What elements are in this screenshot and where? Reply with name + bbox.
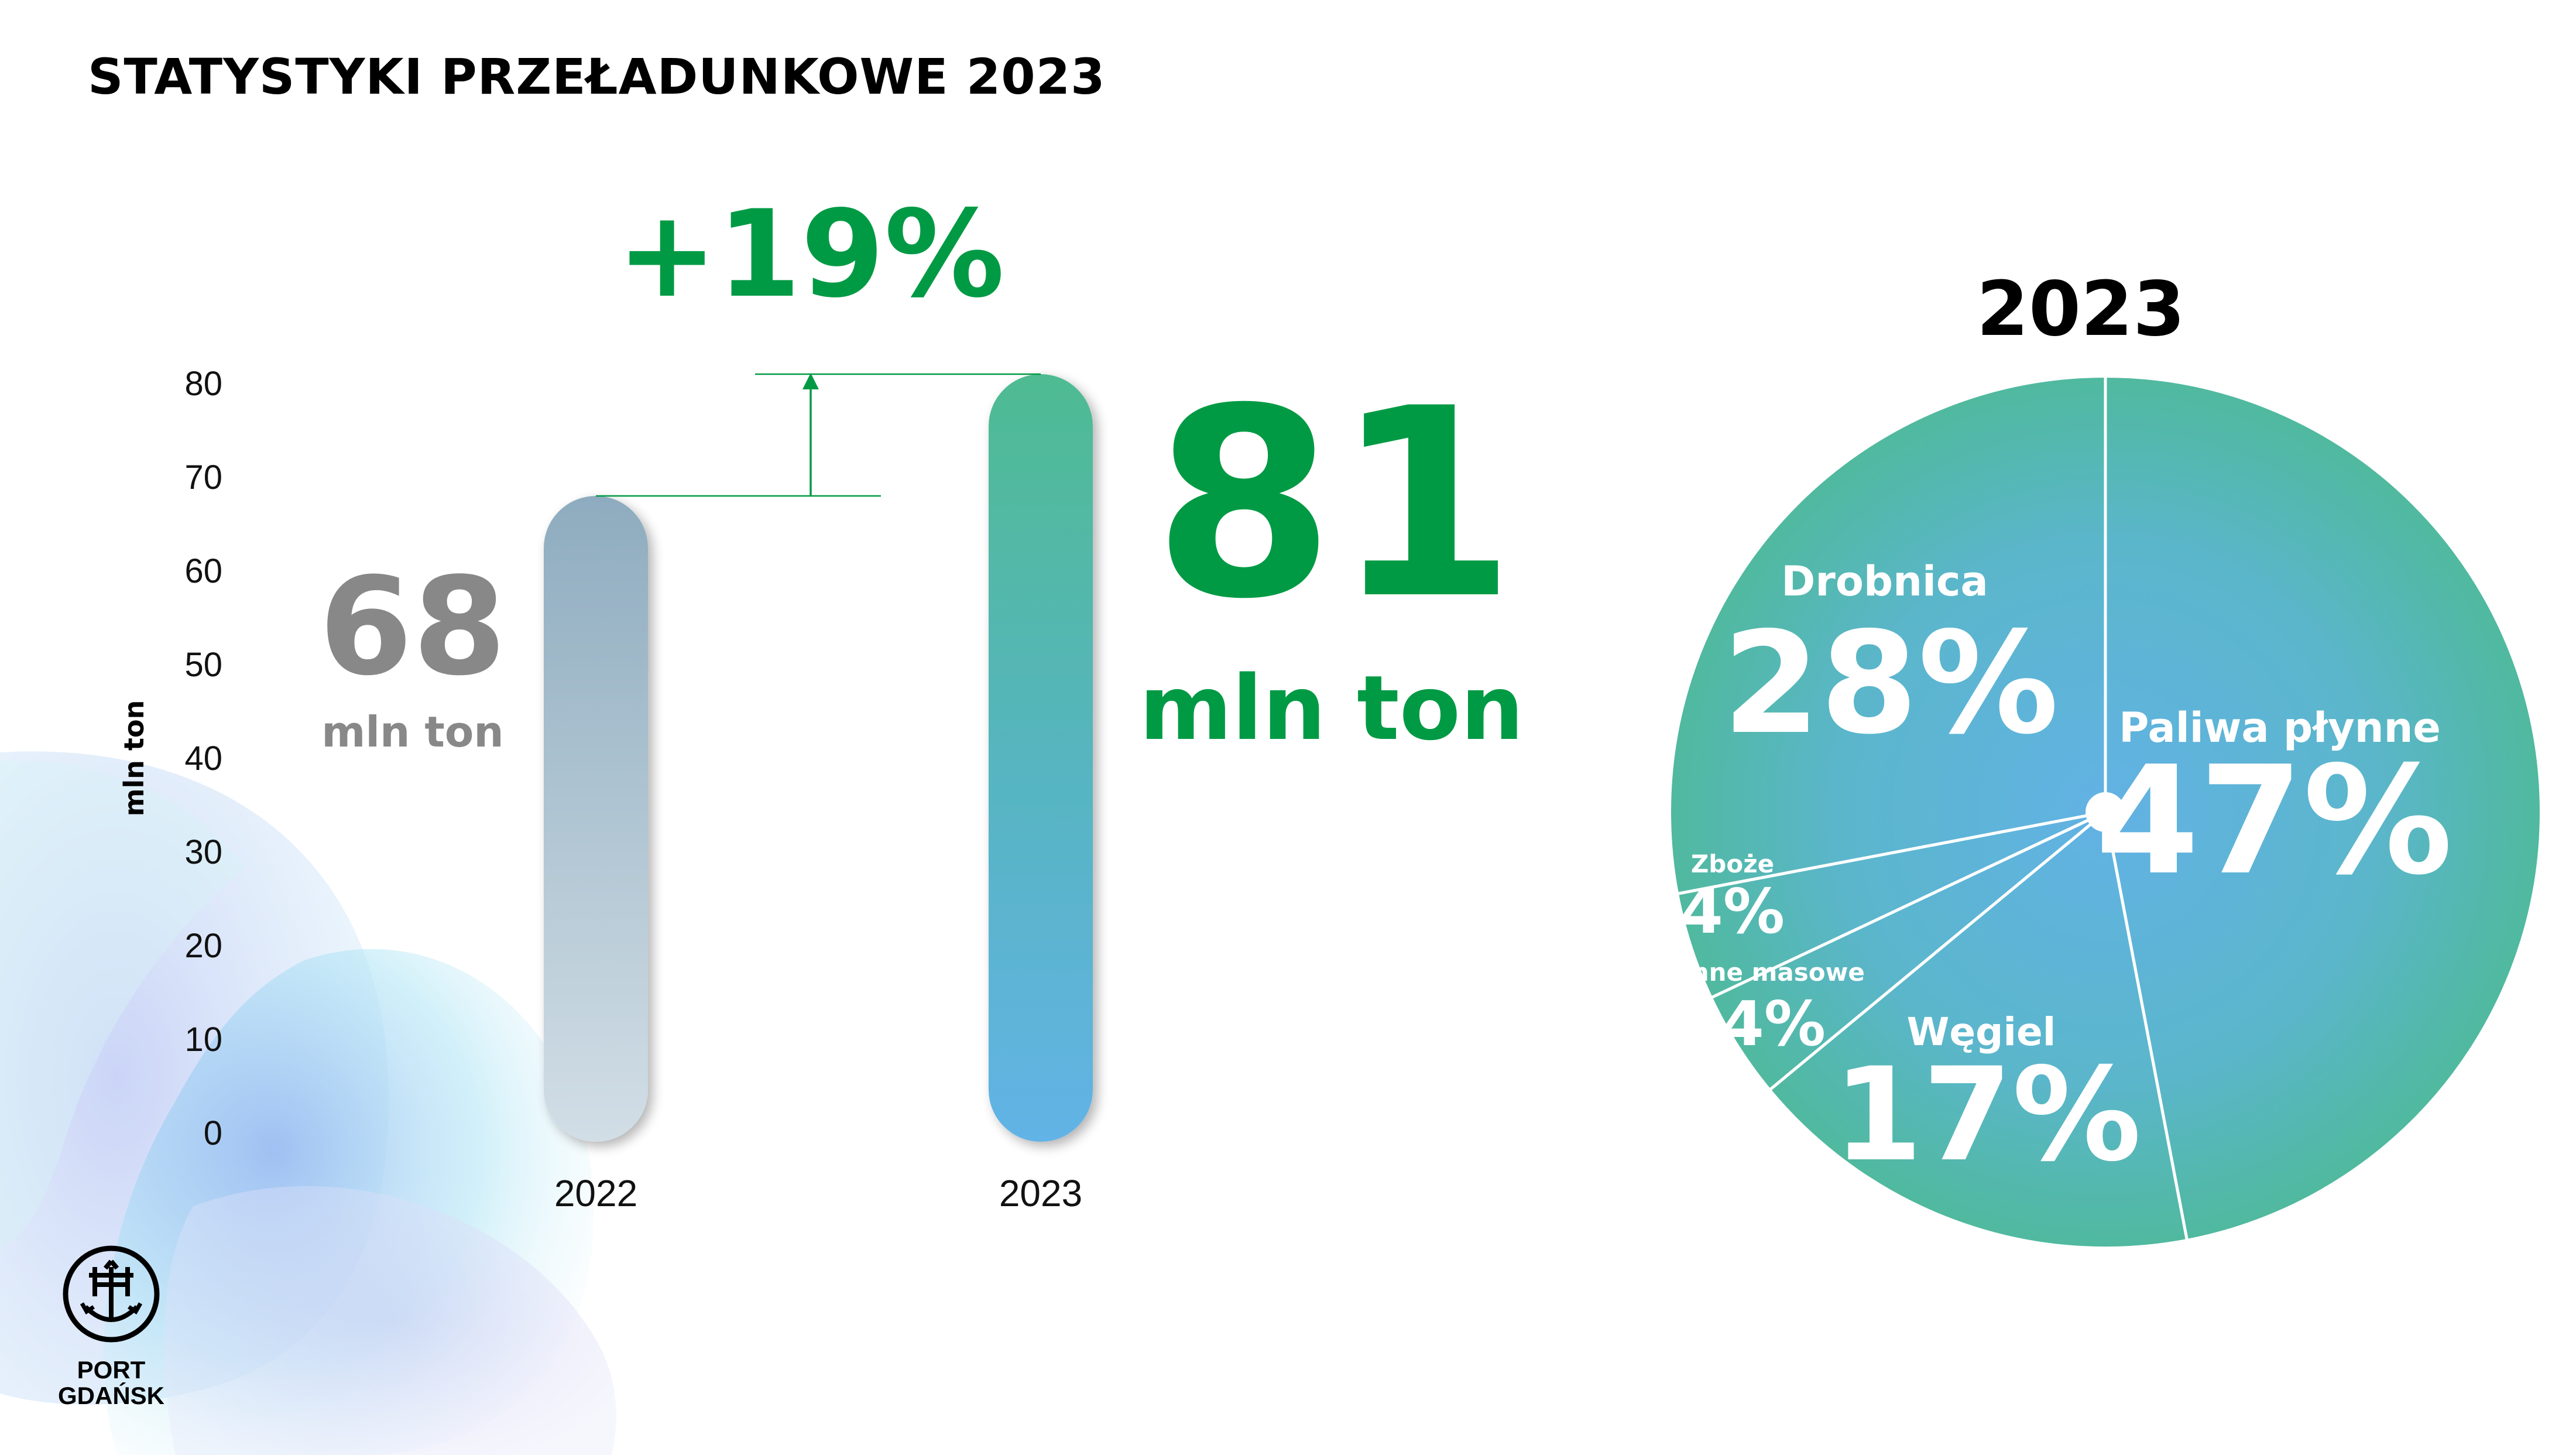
slice-inne-masowe-label: Inne masowe <box>1682 958 1865 987</box>
y-tick-label: 80 <box>184 365 222 403</box>
y-tick-label: 70 <box>184 458 222 497</box>
slice-zboze-percent: 4% <box>1680 876 1785 947</box>
pie-title: 2023 <box>1977 266 2185 353</box>
slice-drobnica <box>1668 374 2107 896</box>
bar-2023 <box>989 374 1093 1142</box>
slice-inne-masowe-percent: 4% <box>1721 988 1826 1060</box>
y-tick-label: 50 <box>184 646 222 684</box>
slice-wegiel <box>1767 809 2189 1250</box>
value-label-2023: 81 <box>1153 352 1515 656</box>
value-label-2022: 68 <box>319 549 506 706</box>
x-tick-label: 2022 <box>554 1172 637 1214</box>
port-name-line1: PORT <box>77 1356 146 1384</box>
slice-paliwa-plynne-label: Paliwa płynne <box>2119 704 2441 752</box>
unit-label-2022: mln ton <box>321 707 503 756</box>
slice-inne-masowe <box>1709 810 2107 1093</box>
y-tick-label: 40 <box>184 740 222 778</box>
slice-wegiel-label: Węgiel <box>1907 1009 2056 1055</box>
slice-paliwa-plynne-percent: 47% <box>2095 734 2452 908</box>
port-logo-icon <box>63 1245 160 1343</box>
unit-label-2023: mln ton <box>1140 656 1524 760</box>
y-tick-label: 60 <box>184 552 222 590</box>
y-tick-label: 20 <box>184 927 222 965</box>
port-name-line2: GDAŃSK <box>57 1382 164 1409</box>
page-title: STATYSTYKI PRZEŁADUNKOWE 2023 <box>88 48 1106 105</box>
change-percent-label: +19% <box>617 185 1004 324</box>
slice-wegiel-percent: 17% <box>1833 1040 2142 1190</box>
slice-paliwa-plynne <box>2104 374 2543 1242</box>
slice-zboze <box>1675 810 2107 1000</box>
x-tick-label: 2023 <box>999 1172 1082 1214</box>
y-tick-label: 30 <box>184 833 222 871</box>
slice-drobnica-percent: 28% <box>1723 601 2059 765</box>
y-tick-label: 10 <box>184 1021 222 1059</box>
pie-center-dot <box>2086 792 2125 832</box>
slice-drobnica-label: Drobnica <box>1781 557 1988 605</box>
y-axis-label: mln ton <box>118 700 150 817</box>
slice-zboze-label: Zboże <box>1691 850 1774 878</box>
change-arrow-head <box>802 373 819 389</box>
y-tick-label: 0 <box>204 1114 222 1152</box>
bar-2022 <box>544 496 648 1142</box>
